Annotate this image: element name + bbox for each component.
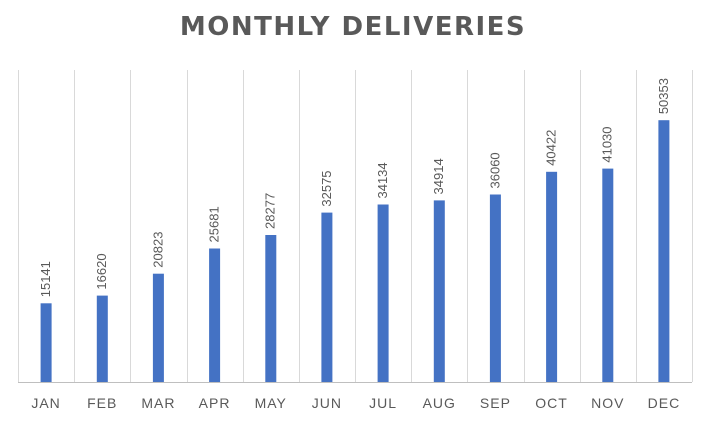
- data-label-feb: 16620: [94, 253, 109, 289]
- bar-oct: [546, 171, 558, 382]
- data-label-dec: 50353: [656, 78, 671, 114]
- bar-feb: [96, 295, 108, 382]
- data-label-jul: 34134: [375, 162, 390, 198]
- x-tick-label-jul: JUL: [369, 395, 397, 411]
- bar-dec: [658, 120, 670, 382]
- data-label-jan: 15141: [38, 261, 53, 297]
- bar-layer: [40, 120, 670, 382]
- x-tick-label-feb: FEB: [87, 395, 117, 411]
- data-label-layer: 15141 16620 20823 25681 28277 32575 34134 34914…: [38, 78, 671, 297]
- data-label-oct: 40422: [544, 130, 559, 166]
- x-tick-label-oct: OCT: [535, 395, 568, 411]
- x-tick-label-jun: JUN: [312, 395, 342, 411]
- x-tick-label-aug: AUG: [423, 395, 456, 411]
- data-label-sep: 36060: [487, 152, 502, 188]
- x-axis-ticks: JAN FEB MAR APR MAY JUN JUL AUG SEP OCT NOV DEC: [31, 395, 681, 411]
- bar-jul: [377, 204, 389, 382]
- bar-jan: [40, 303, 52, 382]
- bar-may: [265, 235, 277, 382]
- bar-nov: [602, 168, 614, 382]
- x-tick-label-dec: DEC: [648, 395, 681, 411]
- bar-sep: [489, 194, 501, 382]
- bar-aug: [433, 200, 445, 382]
- data-label-nov: 41030: [600, 126, 615, 162]
- x-tick-label-jan: JAN: [31, 395, 60, 411]
- bar-apr: [209, 248, 221, 382]
- grid-layer: [18, 70, 693, 383]
- x-tick-label-apr: APR: [199, 395, 231, 411]
- data-label-jun: 32575: [319, 170, 334, 206]
- bar-jun: [321, 212, 333, 382]
- data-label-aug: 34914: [431, 158, 446, 194]
- x-tick-label-sep: SEP: [480, 395, 511, 411]
- x-tick-label-may: MAY: [255, 395, 287, 411]
- data-label-apr: 25681: [207, 206, 222, 242]
- x-tick-label-mar: MAR: [141, 395, 175, 411]
- bar-mar: [152, 273, 164, 382]
- data-label-may: 28277: [263, 193, 278, 229]
- chart-title: MONTHLY DELIVERIES: [179, 12, 527, 42]
- x-tick-label-nov: NOV: [591, 395, 624, 411]
- data-label-mar: 20823: [150, 232, 165, 268]
